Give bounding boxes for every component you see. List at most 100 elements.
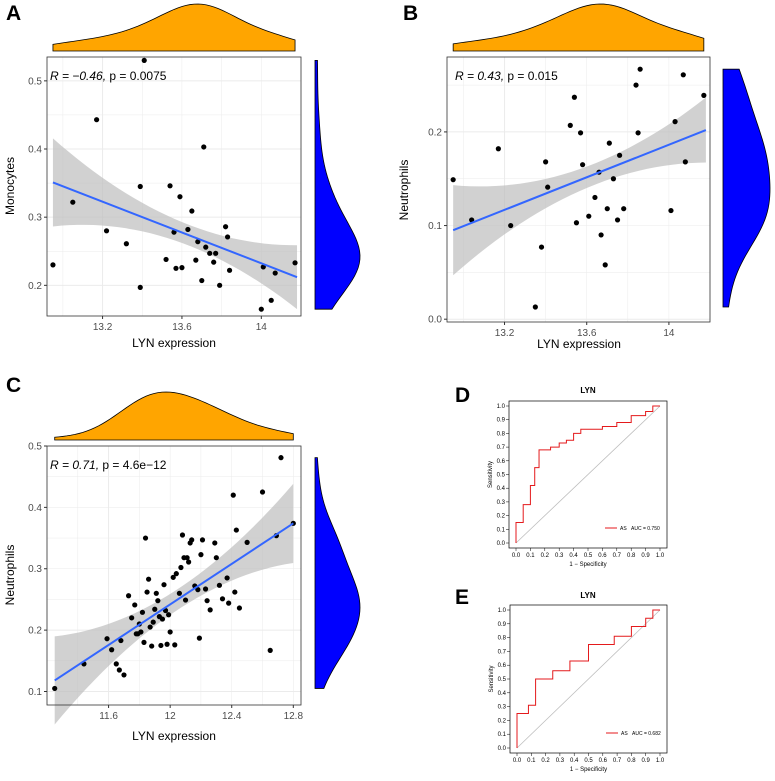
data-point [272,270,278,276]
data-point [224,234,231,240]
y-tick-label: 0.9 [498,622,507,628]
data-point [138,629,144,635]
data-point [230,492,236,498]
r-value: R = 0.71, [50,458,102,472]
data-point [616,152,623,158]
y-tick-label: 0.5 [28,76,42,87]
data-point [179,265,185,271]
plot-border [46,445,302,706]
data-point [113,661,119,667]
data-point [268,297,274,303]
data-point [226,267,233,273]
data-point [450,177,456,183]
data-point [682,159,688,165]
data-point [179,532,186,538]
data-point [244,539,250,545]
data-point [178,564,184,571]
x-tick-label: 0.9 [641,553,650,559]
panel-letter: B [403,2,418,25]
data-point [123,241,129,247]
data-point [149,643,155,649]
x-tick-label: 0.0 [512,553,521,559]
data-point [586,213,592,219]
y-tick-label: 0.6 [497,459,506,465]
data-point [602,262,608,268]
data-point [216,582,223,588]
y-tick-label: 0.3 [498,705,507,711]
y-tick-label: 0.0 [498,746,507,752]
data-point [267,647,273,653]
x-tick-label: 0.2 [541,553,550,559]
data-point [203,244,209,250]
legend-label: AS [620,526,627,532]
data-point [202,586,209,592]
roc-curve [516,609,660,748]
data-point [172,642,178,648]
y-tick-label: 0.9 [497,418,506,424]
data-point [606,140,612,146]
data-point [129,615,135,621]
data-point [532,304,538,310]
data-point [153,590,159,596]
legend-auc: AUC = 0.682 [632,731,661,737]
data-point [152,606,158,612]
x-density-curve [52,3,296,52]
x-tick-label: 0.0 [513,758,522,764]
y-tick-label: 0.2 [428,127,442,138]
x-tick-label: 0.3 [556,758,565,764]
data-point [137,284,143,290]
legend-label: AS [621,731,628,737]
data-point [199,277,205,284]
p-value: p = 0.015 [507,69,558,83]
data-point [232,589,238,595]
data-point [604,206,610,212]
data-point [545,184,551,190]
x-tick-label: 0.3 [555,553,564,559]
data-point [610,176,617,182]
correlation-stats: R = −0.46, p = 0.0075 [50,69,167,83]
data-point [219,596,226,602]
data-point [199,537,206,543]
data-point [701,92,707,98]
data-point [204,598,210,604]
data-point [167,629,173,635]
data-point [141,57,147,64]
panel-e: E LYN 0.0 0.0 0.1 0.1 0.2 0.2 0.3 0.3 0.4 0.4 0.5 0.5… [455,586,668,773]
y-axis-title: Neutrophils [397,160,411,221]
x-axis-title: LYN expression [537,337,621,351]
plot-border [446,56,711,323]
r-value: R = 0.43, [455,69,507,83]
y-tick-label: 0.3 [28,564,42,575]
x-tick-label: 13.6 [577,328,597,339]
x-tick-label: 0.5 [584,758,593,764]
panel-letter: E [455,586,469,609]
panel-letter: D [455,384,470,407]
y-tick-label: 0.3 [497,500,506,506]
x-tick-label: 13.2 [93,322,113,333]
data-point [159,616,166,622]
y-tick-label: 0.2 [497,514,506,520]
data-point [508,222,514,229]
data-point [635,130,641,136]
panel-d: D LYN 0.0 0.0 0.1 0.1 0.2 0.2 0.3 0.3 0.4 0.4 0.5 0.5… [455,384,668,568]
roc-curve [515,405,660,543]
p-value: p = 4.6e−12 [102,458,166,472]
data-point [185,226,191,233]
x-tick-label: 12.8 [284,711,304,722]
y-tick-label: 0.1 [28,687,42,698]
regression-line [54,522,294,682]
x-axis-title: LYN expression [132,729,216,743]
x-tick-label: 0.4 [570,758,579,764]
data-point [212,540,218,546]
data-point [164,641,170,647]
x-tick-label: 1.0 [656,758,665,764]
data-point [217,282,223,288]
regression-line [452,129,707,232]
y-tick-label: 0.2 [28,281,42,292]
data-point [580,162,586,168]
y-tick-label: 0.5 [498,677,507,683]
data-point [189,208,195,214]
x-tick-label: 12.4 [222,711,242,722]
data-point [592,194,598,201]
